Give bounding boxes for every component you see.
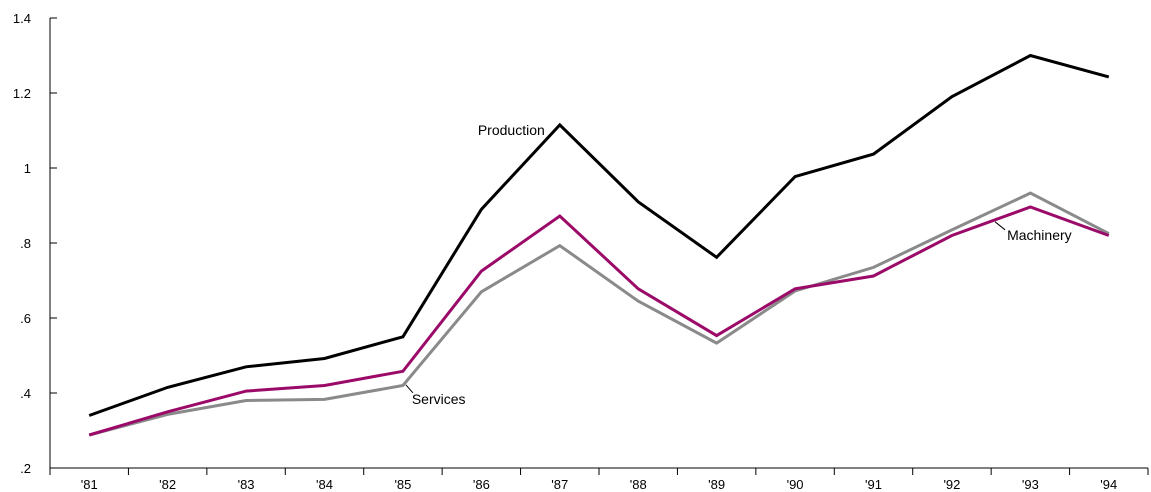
- x-tick-label: '89: [708, 477, 725, 492]
- x-tick-label: '82: [159, 477, 176, 492]
- series-line-machinery: [88, 205, 1110, 437]
- leader-machinery: [994, 221, 1006, 231]
- y-tick-label: 1.4: [13, 11, 31, 26]
- series-line-services: [88, 191, 1110, 437]
- x-axis: '81 '82 '83 '84 '85 '86 '87 '88 '89 '90 '91 '92 '93 '…: [49, 467, 1149, 492]
- annotation-layer: Production Machinery Services: [405, 122, 1072, 407]
- x-tick-label: '93: [1022, 477, 1039, 492]
- annotation-production: Production: [478, 122, 545, 138]
- y-tick-label: .2: [20, 461, 31, 476]
- y-tick-label: .6: [20, 311, 31, 326]
- series-line-production: [88, 53, 1110, 417]
- y-tick-label: .8: [20, 236, 31, 251]
- x-tick-label: '83: [238, 477, 255, 492]
- y-tick-label: 1: [24, 161, 31, 176]
- annotation-services: Services: [412, 391, 466, 407]
- x-tick-label: '81: [81, 477, 98, 492]
- x-tick-label: '91: [865, 477, 882, 492]
- x-tick-label: '94: [1100, 477, 1117, 492]
- annotation-machinery: Machinery: [1007, 227, 1072, 243]
- x-tick-label: '90: [787, 477, 804, 492]
- x-tick-label: '85: [394, 477, 411, 492]
- x-tick-label: '86: [473, 477, 490, 492]
- x-tick-label: '92: [943, 477, 960, 492]
- x-tick-label: '88: [630, 477, 647, 492]
- x-tick-label: '87: [551, 477, 568, 492]
- y-tick-label: .4: [20, 386, 31, 401]
- series-layer: [88, 53, 1110, 437]
- y-tick-label: 1.2: [13, 86, 31, 101]
- x-tick-label: '84: [316, 477, 333, 492]
- leader-services: [405, 384, 414, 394]
- y-axis: .2 .4 .6 .8 1 1.2 1.4: [13, 11, 57, 476]
